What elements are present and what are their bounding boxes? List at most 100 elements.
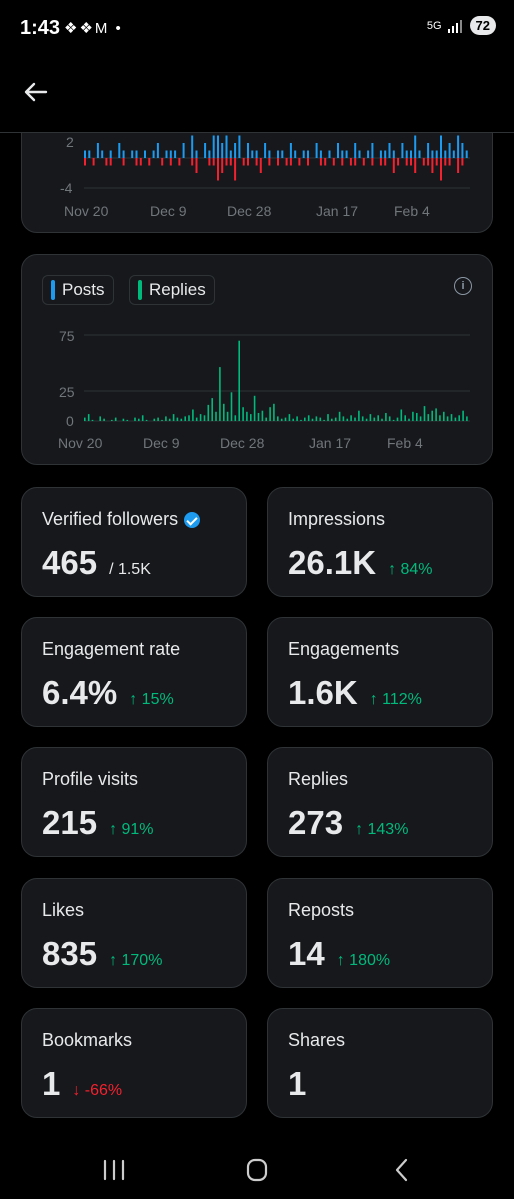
- bar: [169, 158, 172, 166]
- bar: [180, 418, 183, 421]
- bar: [221, 143, 224, 158]
- stat-change: ↑ 143%: [355, 821, 409, 838]
- bar: [342, 416, 345, 421]
- bar: [234, 143, 237, 158]
- bar: [148, 158, 151, 166]
- stat-reposts[interactable]: Reposts 14 ↑ 180%: [267, 878, 493, 988]
- stat-label: Impressions: [288, 509, 386, 529]
- stat-value-row: 273 ↑ 143%: [288, 804, 408, 842]
- replies-swatch: [138, 280, 142, 300]
- bar: [439, 415, 441, 421]
- bar: [250, 414, 252, 421]
- chart1-plot: [84, 135, 470, 189]
- bar: [292, 418, 294, 421]
- bar: [307, 158, 309, 166]
- bar: [285, 158, 288, 166]
- bar: [435, 150, 438, 158]
- stat-total: / 1.5K: [109, 561, 151, 578]
- bar: [354, 158, 357, 166]
- stat-value-row: 14 ↑ 180%: [288, 935, 390, 973]
- back-arrow-icon[interactable]: [22, 78, 50, 106]
- bar: [269, 407, 271, 421]
- bar: [280, 418, 283, 421]
- bar: [385, 413, 387, 421]
- bar: [157, 417, 159, 421]
- bar: [401, 143, 404, 158]
- back-nav-icon[interactable]: [382, 1152, 422, 1188]
- bar: [388, 416, 391, 421]
- bar: [337, 143, 339, 158]
- bar: [135, 158, 138, 166]
- bar: [265, 417, 267, 421]
- x-tick: Dec 9: [150, 203, 187, 219]
- recent-apps-icon[interactable]: [94, 1152, 134, 1188]
- bar: [358, 410, 360, 421]
- stat-label: Likes: [42, 900, 85, 920]
- stat-change: ↑ 112%: [369, 691, 422, 708]
- bar: [153, 418, 156, 421]
- signal-icon: [447, 19, 462, 33]
- bar: [195, 417, 198, 421]
- bar: [161, 158, 164, 166]
- bar: [277, 150, 279, 158]
- bar: [334, 417, 337, 421]
- bar: [226, 411, 229, 421]
- bar: [96, 143, 99, 158]
- bar: [126, 419, 129, 421]
- stat-value: 1: [42, 1065, 61, 1102]
- bar: [345, 150, 348, 158]
- bar: [365, 418, 368, 421]
- stat-value: 14: [288, 935, 325, 972]
- x-tick: Feb 4: [387, 435, 423, 451]
- bar: [145, 419, 148, 421]
- bar: [152, 150, 155, 158]
- legend-posts-label: Posts: [62, 280, 105, 299]
- bar: [367, 150, 370, 158]
- stat-impressions[interactable]: Impressions 26.1K ↑ 84%: [267, 487, 493, 597]
- bar: [84, 417, 86, 421]
- y-tick: 2: [66, 134, 74, 150]
- bar: [219, 367, 221, 421]
- stat-bookmarks[interactable]: Bookmarks 1 ↓ -66%: [21, 1008, 247, 1118]
- bar: [203, 415, 206, 421]
- y-tick: 0: [66, 413, 74, 429]
- bar: [431, 158, 434, 173]
- stat-verified-followers[interactable]: Verified followers 465 / 1.5K: [21, 487, 247, 597]
- stat-replies[interactable]: Replies 273 ↑ 143%: [267, 747, 493, 857]
- stat-profile-visits[interactable]: Profile visits 215 ↑ 91%: [21, 747, 247, 857]
- bar: [268, 150, 271, 158]
- activity-chart: Posts Replies i 75 25 0 Nov 20 Dec 9 Dec…: [21, 254, 493, 465]
- stat-value: 6.4%: [42, 674, 118, 711]
- bar: [448, 158, 451, 166]
- bar: [178, 158, 181, 166]
- posts-swatch: [51, 280, 55, 300]
- bar: [172, 414, 175, 421]
- bar: [284, 417, 287, 421]
- stat-engagements[interactable]: Engagements 1.6K ↑ 112%: [267, 617, 493, 727]
- bar: [182, 143, 185, 158]
- x-tick: Jan 17: [309, 435, 352, 451]
- legend-posts[interactable]: Posts: [42, 275, 114, 305]
- bar: [191, 135, 194, 158]
- stat-value-row: 465 / 1.5K: [42, 544, 151, 582]
- stat-likes[interactable]: Likes 835 ↑ 170%: [21, 878, 247, 988]
- bar: [195, 150, 198, 158]
- bar: [392, 158, 395, 173]
- stat-change: ↑ 91%: [109, 821, 154, 838]
- bar: [268, 158, 271, 166]
- legend-replies[interactable]: Replies: [129, 275, 215, 305]
- bar: [88, 150, 91, 158]
- x-tick: Nov 20: [64, 203, 109, 219]
- bar: [405, 158, 408, 166]
- bar: [338, 411, 341, 421]
- bar: [156, 143, 159, 158]
- x-tick: Dec 28: [220, 435, 265, 451]
- stat-engagement-rate[interactable]: Engagement rate 6.4% ↑ 15%: [21, 617, 247, 727]
- stat-shares[interactable]: Shares 1: [267, 1008, 493, 1118]
- home-icon[interactable]: [237, 1152, 277, 1188]
- bar: [384, 150, 387, 158]
- bar: [427, 414, 430, 421]
- bar: [281, 150, 284, 158]
- bar: [410, 150, 412, 158]
- info-icon[interactable]: i: [454, 277, 472, 295]
